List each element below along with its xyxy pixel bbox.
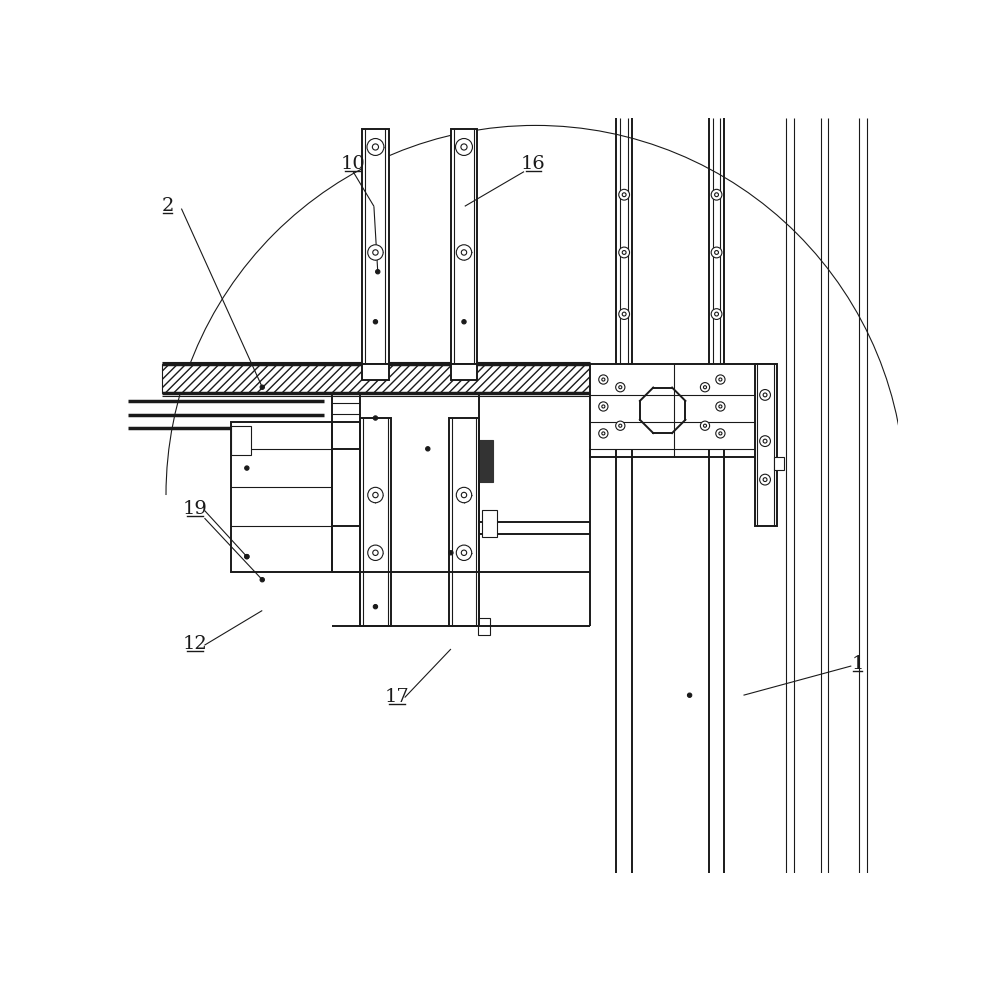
Circle shape [619,247,630,258]
Circle shape [715,193,718,196]
Circle shape [456,138,472,155]
Circle shape [763,478,767,482]
Circle shape [461,144,467,150]
Circle shape [602,378,605,381]
Circle shape [245,554,249,559]
Circle shape [716,375,725,385]
Circle shape [619,189,630,200]
Circle shape [461,550,467,555]
Circle shape [760,436,770,446]
Circle shape [619,309,630,320]
Circle shape [456,488,472,502]
Circle shape [461,250,467,255]
Bar [590,364,770,456]
Circle shape [372,144,379,150]
Circle shape [599,375,608,385]
Bar [451,129,477,364]
Circle shape [368,488,383,502]
Circle shape [449,550,453,555]
Circle shape [622,250,626,254]
Circle shape [373,492,378,497]
Circle shape [456,545,472,560]
Circle shape [715,312,718,316]
Circle shape [456,245,472,260]
Circle shape [367,138,384,155]
Circle shape [619,424,622,428]
Circle shape [602,432,605,435]
Bar [479,439,493,482]
Circle shape [373,416,378,420]
Circle shape [368,545,383,560]
Bar [482,510,497,538]
Text: 12: 12 [183,635,208,652]
Circle shape [715,250,718,254]
Bar [362,129,389,364]
Bar [774,456,784,470]
Circle shape [760,389,770,400]
Circle shape [373,320,378,324]
Bar [362,364,389,380]
Circle shape [716,402,725,411]
Circle shape [245,466,249,470]
Bar [755,364,777,526]
Circle shape [763,393,767,397]
Text: 1: 1 [851,655,864,673]
Text: 2: 2 [161,197,174,215]
Circle shape [373,550,378,555]
Circle shape [602,405,605,408]
Circle shape [700,421,710,431]
Text: 16: 16 [521,155,546,173]
Circle shape [426,446,430,451]
Circle shape [622,312,626,316]
Bar [360,418,391,626]
Circle shape [260,578,264,582]
Circle shape [719,378,722,381]
Circle shape [245,554,249,559]
Circle shape [461,492,467,497]
Circle shape [599,402,608,411]
Circle shape [260,386,264,389]
Circle shape [373,250,378,255]
Circle shape [376,270,380,274]
Circle shape [711,309,722,320]
Bar [231,426,251,455]
Text: 10: 10 [341,155,365,173]
Circle shape [719,405,722,408]
Circle shape [716,429,725,439]
Circle shape [711,189,722,200]
Circle shape [703,386,707,388]
Circle shape [719,432,722,435]
Circle shape [711,247,722,258]
Circle shape [616,383,625,391]
Circle shape [687,693,692,697]
Circle shape [763,439,767,443]
Circle shape [616,421,625,431]
Circle shape [373,604,378,609]
Text: 19: 19 [183,500,208,518]
Bar [478,618,490,635]
Bar [451,364,477,380]
Circle shape [622,193,626,196]
Circle shape [619,386,622,388]
Circle shape [760,474,770,485]
Circle shape [599,429,608,439]
Bar [449,418,479,626]
Circle shape [462,320,466,324]
Circle shape [703,424,707,428]
Circle shape [700,383,710,391]
Circle shape [368,245,383,260]
Bar [162,364,590,393]
Bar [231,422,332,572]
Text: 17: 17 [385,688,409,705]
